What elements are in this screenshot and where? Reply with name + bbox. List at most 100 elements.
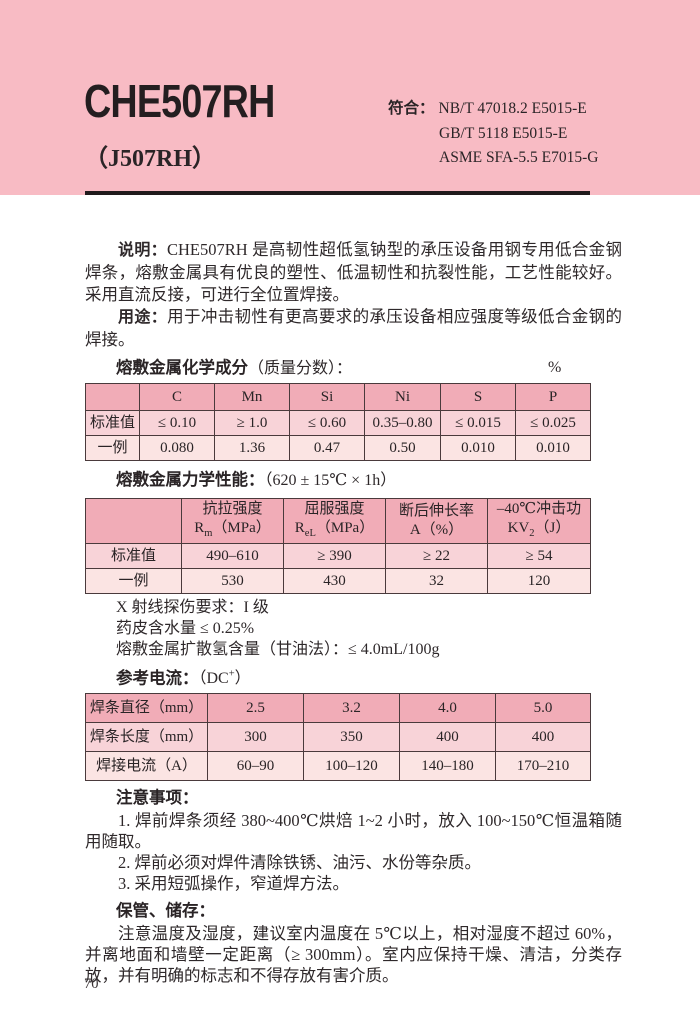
storage-section-title: 保管、储存： bbox=[116, 900, 700, 923]
table-cell: 一例 bbox=[85, 435, 140, 461]
table-row: C Mn Si Ni S P bbox=[85, 383, 591, 411]
table-cell: 焊接电流（A） bbox=[85, 751, 208, 782]
table-cell: ≥ 54 bbox=[487, 543, 591, 569]
table-cell: 2.5 bbox=[207, 693, 304, 724]
table-cell: 抗拉强度 Rm（MPa） bbox=[181, 498, 284, 544]
table-cell: 530 bbox=[181, 568, 284, 594]
table-row: 焊接电流（A） 60–90 100–120 140–180 170–210 bbox=[85, 751, 591, 782]
chem-title-text: 熔敷金属化学成分 bbox=[116, 359, 248, 377]
percent-unit-label: % bbox=[548, 359, 562, 376]
mechanical-properties-table: 抗拉强度 Rm（MPa） 屈服强度 ReL（MPa） 断后伸长率 A（%） –40℃冲击功 K… bbox=[85, 498, 591, 594]
page-title: CHE507RH bbox=[84, 75, 275, 127]
table-cell: C bbox=[139, 383, 215, 411]
table-cell: S bbox=[440, 383, 516, 411]
storage-title-text: 保管、储存： bbox=[116, 902, 215, 921]
table-cell: 0.080 bbox=[139, 435, 215, 461]
table-row: 焊条直径（mm） 2.5 3.2 4.0 5.0 bbox=[85, 693, 591, 724]
table-cell: Si bbox=[289, 383, 365, 411]
content-area: 说明：CHE507RH 是高韧性超低氢钠型的承压设备用钢专用低合金钢焊条，熔敷金… bbox=[0, 195, 700, 986]
description-label: 说明： bbox=[118, 242, 167, 259]
table-cell: 170–210 bbox=[495, 751, 591, 782]
chem-title-note: （质量分数）： bbox=[248, 360, 353, 377]
table-cell: 断后伸长率 A（%） bbox=[385, 498, 488, 544]
table-cell: ≤ 0.10 bbox=[139, 410, 215, 436]
current-section-title: 参考电流：（DC+） bbox=[116, 664, 700, 690]
table-row: 焊条长度（mm） 300 350 400 400 bbox=[85, 722, 591, 753]
table-cell: ≥ 390 bbox=[283, 543, 386, 569]
usage-text: 用于冲击韧性有更高要求的承压设备相应强度等级低合金钢的焊接。 bbox=[85, 307, 622, 349]
table-row: 一例 0.080 1.36 0.47 0.50 0.010 0.010 bbox=[85, 435, 591, 461]
table-cell: 430 bbox=[283, 568, 386, 594]
table-cell: 4.0 bbox=[399, 693, 496, 724]
current-title-note: （DC+） bbox=[198, 669, 251, 688]
storage-text: 注意温度及湿度，建议室内温度在 5℃以上，相对湿度不超过 60%，并离地面和墙壁… bbox=[85, 924, 622, 986]
table-cell: ≤ 0.025 bbox=[515, 410, 591, 436]
table-cell: 490–610 bbox=[181, 543, 284, 569]
table-cell: 焊条长度（mm） bbox=[85, 722, 208, 753]
reference-current-table: 焊条直径（mm） 2.5 3.2 4.0 5.0 焊条长度（mm） 300 350 400 400… bbox=[85, 693, 591, 782]
table-cell: 0.50 bbox=[364, 435, 441, 461]
moisture-line: 药皮含水量 ≤ 0.25% bbox=[116, 620, 255, 637]
table-cell: 350 bbox=[303, 722, 400, 753]
table-cell: 标准值 bbox=[85, 543, 182, 569]
table-cell: 32 bbox=[385, 568, 488, 594]
table-row: 标准值 490–610 ≥ 390 ≥ 22 ≥ 54 bbox=[85, 543, 591, 569]
table-cell bbox=[85, 498, 182, 544]
table-cell: Mn bbox=[214, 383, 290, 411]
description-text: CHE507RH 是高韧性超低氢钠型的承压设备用钢专用低合金钢焊条，熔敷金属具有… bbox=[85, 240, 622, 304]
table-cell: 100–120 bbox=[303, 751, 400, 782]
table-cell: 0.010 bbox=[515, 435, 591, 461]
table-row: 一例 530 430 32 120 bbox=[85, 568, 591, 594]
description-paragraph: 说明：CHE507RH 是高韧性超低氢钠型的承压设备用钢专用低合金钢焊条，熔敷金… bbox=[85, 239, 622, 306]
table-cell: 60–90 bbox=[207, 751, 304, 782]
table-cell: ≥ 1.0 bbox=[214, 410, 290, 436]
standard-text: ASME SFA-5.5 E7015-G bbox=[439, 149, 599, 166]
chem-section-title: 熔敷金属化学成分（质量分数）： % bbox=[116, 357, 700, 380]
current-title-text: 参考电流： bbox=[116, 669, 199, 688]
table-cell: ≤ 0.60 bbox=[289, 410, 365, 436]
table-row: 抗拉强度 Rm（MPa） 屈服强度 ReL（MPa） 断后伸长率 A（%） –40℃冲击功 K… bbox=[85, 498, 591, 544]
mech-title-note: （620 ± 15℃ × 1h） bbox=[264, 472, 397, 489]
notes-title-text: 注意事项： bbox=[116, 789, 199, 808]
xray-requirement-line: X 射线探伤要求：I 级 bbox=[116, 599, 269, 616]
standard-line: GB/T 5118 E5015-E bbox=[388, 122, 598, 147]
conform-label: 符合： bbox=[388, 100, 435, 117]
standards-block: 符合： NB/T 47018.2 E5015-E GB/T 5118 E5015-… bbox=[388, 97, 598, 171]
notes-section-title: 注意事项： bbox=[116, 787, 700, 810]
table-cell: 0.010 bbox=[440, 435, 516, 461]
table-cell: –40℃冲击功 KV2（J） bbox=[487, 498, 591, 544]
table-cell: 300 bbox=[207, 722, 304, 753]
standard-line: ASME SFA-5.5 E7015-G bbox=[388, 146, 598, 171]
table-cell: ≤ 0.015 bbox=[440, 410, 516, 436]
table-cell: 0.47 bbox=[289, 435, 365, 461]
table-cell: P bbox=[515, 383, 591, 411]
table-cell: 400 bbox=[399, 722, 496, 753]
table-cell: 140–180 bbox=[399, 751, 496, 782]
header-band: CHE507RH （J507RH） 符合： NB/T 47018.2 E5015-… bbox=[0, 0, 700, 195]
table-cell: 400 bbox=[495, 722, 591, 753]
mech-title-text: 熔敷金属力学性能： bbox=[116, 471, 265, 489]
table-cell: 5.0 bbox=[495, 693, 591, 724]
table-cell: 3.2 bbox=[303, 693, 400, 724]
table-cell: ≥ 22 bbox=[385, 543, 488, 569]
table-cell: 标准值 bbox=[85, 410, 140, 436]
note-item: 3. 采用短弧操作，窄道焊方法。 bbox=[118, 874, 349, 894]
table-cell: 120 bbox=[487, 568, 591, 594]
mech-section-title: 熔敷金属力学性能：（620 ± 15℃ × 1h） bbox=[116, 469, 700, 492]
table-cell bbox=[85, 383, 140, 411]
usage-paragraph: 用途：用于冲击韧性有更高要求的承压设备相应强度等级低合金钢的焊接。 bbox=[85, 306, 622, 351]
standard-text: NB/T 47018.2 E5015-E bbox=[438, 100, 587, 117]
header-rule bbox=[85, 191, 590, 195]
note-item: 2. 焊前必须对焊件清除铁锈、油污、水份等杂质。 bbox=[118, 853, 481, 873]
note-item: 1. 焊前焊条须经 380~400℃烘焙 1~2 小时，放入 100~150℃恒… bbox=[85, 811, 622, 852]
table-cell: 屈服强度 ReL（MPa） bbox=[283, 498, 386, 544]
table-cell: 一例 bbox=[85, 568, 182, 594]
usage-label: 用途： bbox=[118, 309, 168, 326]
table-cell: 焊条直径（mm） bbox=[85, 693, 208, 724]
hydrogen-line: 熔敷金属扩散氢含量（甘油法）：≤ 4.0mL/100g bbox=[116, 641, 440, 658]
chemical-composition-table: C Mn Si Ni S P 标准值 ≤ 0.10 ≥ 1.0 ≤ 0.60 0.35–0.80 ≤ … bbox=[85, 383, 591, 461]
standard-text: GB/T 5118 E5015-E bbox=[439, 124, 568, 142]
product-alias: （J507RH） bbox=[84, 146, 216, 172]
page-number: 70 bbox=[84, 976, 99, 992]
